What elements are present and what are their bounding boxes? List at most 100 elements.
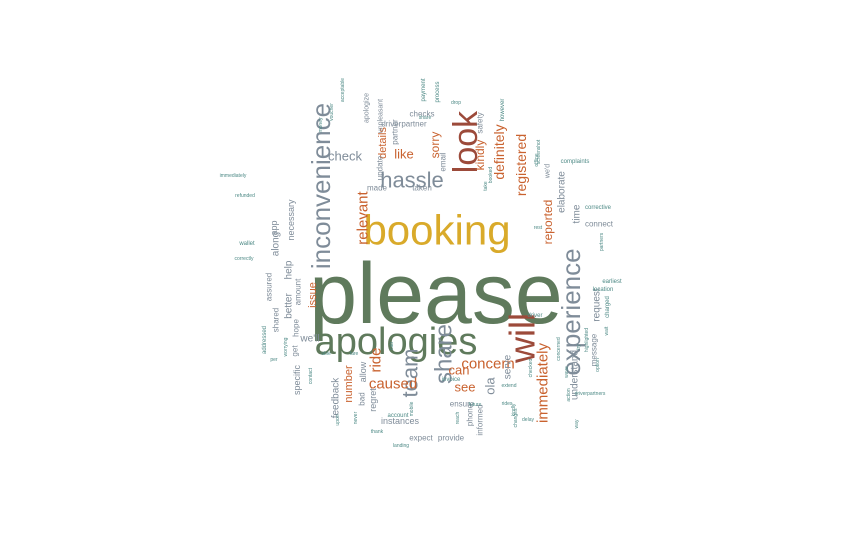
word-definitely: definitely: [491, 124, 507, 179]
word-earliest: earliest: [602, 279, 622, 285]
word-email: email: [439, 152, 448, 171]
word-future: future: [469, 402, 482, 408]
word-help: help: [284, 260, 295, 279]
word-see: see: [455, 380, 476, 395]
word-take: take: [483, 181, 489, 191]
word-addressed: addressed: [262, 326, 268, 354]
word-allow: allow: [358, 361, 368, 382]
word-per: per: [270, 357, 278, 363]
word-refunded: refunded: [235, 193, 255, 199]
word-highlighted: highlighted: [584, 328, 590, 352]
word-caused: caused: [369, 376, 417, 393]
word-upon: upon: [335, 414, 341, 425]
word-immediately: immediately: [220, 173, 247, 179]
word-wed: we'd: [545, 164, 552, 179]
word-landing: landing: [393, 443, 409, 449]
word-bad: bad: [358, 392, 367, 405]
word-never: never: [353, 411, 359, 424]
word-amount: amount: [294, 278, 303, 305]
word-hassle: hassle: [380, 168, 444, 193]
word-assured: assured: [265, 273, 274, 301]
word-invoice: invoice: [442, 377, 461, 383]
word-necessary: necessary: [286, 199, 296, 241]
word-expect: expect: [409, 434, 433, 443]
word-can: can: [449, 363, 470, 378]
word-ride: ride: [368, 347, 385, 372]
word-regret: regret: [368, 388, 378, 412]
word-share: share: [431, 324, 458, 384]
word-please: please: [309, 246, 562, 342]
word-wave: wave: [564, 366, 570, 378]
word-safety: safety: [476, 112, 485, 133]
word-cab: cab: [389, 342, 395, 350]
word-driver: driver: [527, 313, 542, 319]
word-along: along: [271, 232, 282, 256]
word-however: however: [500, 99, 506, 122]
word-rides: rides: [502, 401, 513, 407]
word-phone: phone: [466, 403, 475, 426]
word-serve: serve: [503, 354, 514, 379]
word-better: better: [284, 293, 295, 319]
word-wallet: wallet: [238, 241, 255, 247]
word-reach: reach: [455, 412, 461, 425]
word-voucher: voucher: [329, 103, 335, 121]
word-issue: issue: [307, 282, 319, 308]
word-relevant: relevant: [355, 190, 372, 244]
word-payment: payment: [421, 78, 427, 101]
word-way: way: [574, 419, 580, 428]
word-understand: understand: [570, 350, 581, 400]
word-immediately: immediately: [535, 342, 552, 423]
word-checked: checked: [528, 358, 534, 377]
word-specific: specific: [292, 364, 302, 395]
word-registered: registered: [513, 134, 529, 196]
word-driverpartners: driverpartners: [575, 391, 606, 397]
word-ensure: ensure: [450, 400, 475, 409]
word-message: message: [590, 333, 599, 366]
word-partner: partner: [391, 119, 400, 145]
word-experience: experience: [556, 248, 586, 375]
word-offline: offline: [534, 153, 540, 166]
word-team: team: [398, 349, 423, 398]
word-checks: checks: [410, 110, 435, 119]
word-like: like: [394, 147, 414, 162]
word-acceptable: acceptable: [340, 78, 346, 102]
word-driverpartner: driverpartner: [381, 120, 427, 129]
word-details: details: [377, 127, 389, 159]
word-provide: provide: [438, 434, 465, 443]
word-option: option: [595, 358, 601, 372]
word-changes: changes: [513, 408, 519, 427]
word-number: number: [343, 365, 355, 403]
word-booking: booking: [363, 207, 510, 254]
word-booked: booked: [488, 167, 494, 184]
word-mobile: mobile: [409, 401, 415, 416]
word-will: will: [502, 313, 543, 364]
word-elaborate: elaborate: [557, 171, 568, 213]
word-shared: shared: [272, 308, 281, 332]
word-complaints: complaints: [561, 159, 590, 165]
word-concern: concern: [461, 356, 514, 373]
word-drop: drop: [451, 100, 461, 106]
word-time: time: [572, 204, 583, 223]
word-location: location: [593, 287, 614, 293]
word-informed: informed: [476, 404, 485, 435]
word-made: made: [367, 184, 388, 193]
word-connect: connect: [585, 220, 614, 229]
word-hope: hope: [292, 319, 301, 337]
word-request: request: [592, 288, 603, 322]
word-apologize: apologize: [364, 93, 371, 123]
word-account: account: [387, 413, 408, 419]
word-process: process: [435, 81, 441, 102]
word-action: action: [566, 388, 572, 402]
word-well: we'll: [299, 334, 319, 345]
word-corrective: corrective: [585, 205, 612, 211]
word-correctly: correctly: [235, 256, 254, 262]
word-contact: contact: [308, 367, 314, 384]
word-extend: extend: [501, 383, 516, 389]
word-fare: fare: [350, 351, 359, 357]
word-get: get: [291, 345, 300, 357]
word-look: look: [447, 110, 485, 173]
word-wait: wait: [604, 326, 610, 336]
word-rest: rest: [534, 225, 543, 231]
word-sorry: sorry: [428, 132, 442, 159]
